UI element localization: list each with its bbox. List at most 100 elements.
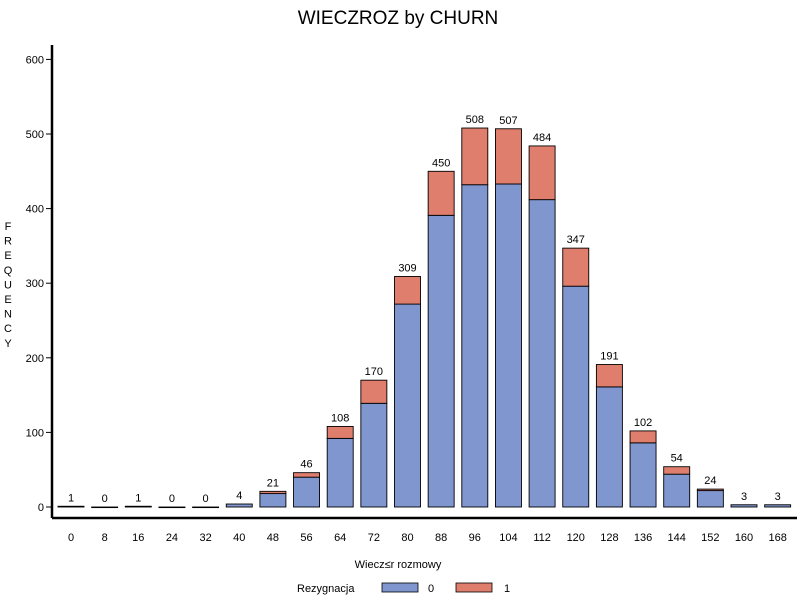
value-label: 0 [102,493,108,505]
value-label: 508 [466,114,484,126]
value-label: 46 [300,459,312,471]
value-label: 484 [533,132,551,144]
legend-swatch-1 [455,582,493,593]
bar-segment-0 [124,505,152,508]
x-tick-label: 0 [68,532,74,544]
value-label: 191 [600,351,618,363]
value-label: 1 [135,492,141,504]
x-tick-label: 40 [233,532,245,544]
x-tick-label: 144 [668,532,686,544]
bar-segment-0 [360,402,388,508]
y-tick-label: 200 [26,353,44,365]
x-tick-label: 120 [567,532,585,544]
x-tick-label: 112 [533,532,551,544]
bar-segment-1 [629,430,657,444]
bar-segment-0 [394,303,421,508]
legend-swatch-0 [381,582,419,593]
x-axis-ticks: 0 8 16 24 32 40 48 56 64 72 80 88 96 104 112 120 128 136 1… [68,532,787,544]
bar-segment-0 [528,199,556,508]
bar-segment-0 [427,214,455,508]
y-axis-label-char: Q [4,265,13,277]
x-tick-label: 168 [768,532,786,544]
bar-segment-0 [730,504,758,508]
x-tick-label: 88 [435,532,447,544]
x-tick-label: 136 [634,532,652,544]
bar-segment-1 [259,490,287,495]
bar-segment-1 [326,425,354,439]
bar-segment-1 [528,145,556,201]
value-label: 1 [68,492,74,504]
value-label: 3 [775,491,781,503]
x-tick-label: 64 [334,532,346,544]
x-tick-label: 48 [267,532,279,544]
y-tick-label: 100 [26,427,44,439]
x-tick-label: 32 [199,532,211,544]
y-axis-label-char: C [4,323,12,335]
bar-segment-1 [495,128,522,185]
bar-segment-1 [293,472,320,478]
y-axis-label-char: E [4,250,11,262]
bar-segment-0 [57,505,85,508]
bar-segment-0 [629,442,657,508]
bar-segment-0 [158,506,186,509]
bar-segment-0 [764,504,792,508]
y-axis-label-char: U [4,279,12,291]
value-label: 450 [432,157,450,169]
legend-label-1: 1 [504,583,510,595]
value-label: 3 [741,491,747,503]
x-tick-label: 24 [166,532,178,544]
value-label: 0 [169,493,175,505]
y-axis-ticks: 0 100 200 300 400 500 600 [26,54,52,514]
bar-segment-0 [259,493,287,508]
value-label: 507 [499,115,517,127]
bar-segment-1 [562,247,590,287]
bar-segment-1 [696,488,724,492]
bar-segment-1 [394,276,421,305]
value-labels: 1 0 1 0 0 4 21 46 108 170 309 450 508 507 484 347 191 102… [68,114,781,505]
value-label: 24 [704,475,716,487]
value-label: 347 [567,234,585,246]
x-tick-label: 160 [735,532,753,544]
bar-segment-1 [663,466,691,475]
y-axis-label-char: R [4,236,12,248]
value-label: 170 [365,366,383,378]
bars [57,127,792,509]
chart-title: WIECZROZ by CHURN [298,8,499,29]
bar-segment-1 [427,170,455,216]
bar-segment-0 [326,437,354,508]
x-tick-label: 80 [401,532,413,544]
x-tick-label: 104 [499,532,517,544]
y-tick-label: 500 [26,129,44,141]
y-axis-label-char: N [4,309,12,321]
x-tick-label: 8 [102,532,108,544]
bar-segment-0 [696,490,724,508]
value-label: 309 [398,262,416,274]
bar-segment-0 [192,506,220,509]
x-tick-label: 152 [701,532,719,544]
y-axis-label-char: F [5,221,12,233]
bar-segment-1 [595,364,623,388]
x-tick-label: 72 [368,532,380,544]
x-tick-label: 96 [469,532,481,544]
y-tick-label: 300 [26,278,44,290]
bar-segment-0 [663,473,691,508]
legend: Rezygnacja 0 1 [297,582,510,595]
bar-segment-0 [225,503,253,508]
x-tick-label: 16 [132,532,144,544]
x-axis-label: Wiecz≤r rozmowy [355,559,442,571]
bar-segment-0 [595,386,623,508]
bar-segment-0 [562,285,590,508]
value-label: 4 [236,490,242,502]
value-label: 21 [267,477,279,489]
y-axis-label-char: E [4,294,11,306]
bar-segment-0 [495,183,522,508]
legend-label-0: 0 [428,583,434,595]
x-tick-label: 56 [300,532,312,544]
value-label: 0 [203,493,209,505]
y-axis-label-char: Y [4,338,12,350]
legend-title: Rezygnacja [297,583,355,595]
y-tick-label: 400 [26,204,44,216]
value-label: 102 [634,417,652,429]
